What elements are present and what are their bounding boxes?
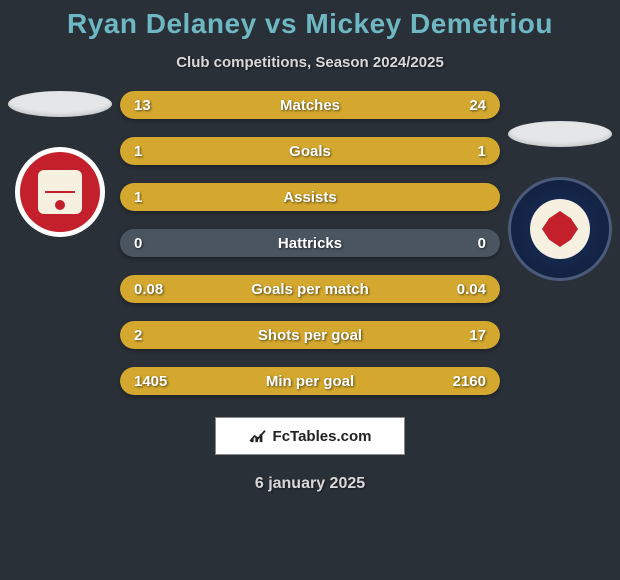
stat-row: 0.08 Goals per match 0.04 [120,275,500,303]
stat-label: Shots per goal [258,327,362,344]
left-side [0,91,120,237]
stat-left-value: 1405 [134,373,167,390]
stat-label: Hattricks [278,235,342,252]
stat-label: Goals [289,143,331,160]
stat-left-value: 13 [134,97,151,114]
stat-right-value: 2160 [453,373,486,390]
stat-label: Assists [283,189,336,206]
stat-row: 1405 Min per goal 2160 [120,367,500,395]
player-ellipse-right [508,121,612,147]
stat-row: 2 Shots per goal 17 [120,321,500,349]
logo-text: FcTables.com [273,428,372,445]
source-logo: FcTables.com [215,417,405,455]
stat-right-value: 0 [478,235,486,252]
stat-label: Matches [280,97,340,114]
club-crest-left [15,147,105,237]
player-ellipse-left [8,91,112,117]
date-text: 6 january 2025 [255,475,365,493]
stat-label: Min per goal [266,373,354,390]
stat-left-value: 1 [134,189,142,206]
subtitle: Club competitions, Season 2024/2025 [176,54,444,71]
stat-left-value: 2 [134,327,142,344]
chart-icon [249,429,267,443]
stat-bar-right [310,137,500,165]
stat-bar-left [120,137,310,165]
stat-left-value: 0.08 [134,281,163,298]
main-section: 13 Matches 24 1 Goals 1 1 Assists 0 Hattricks 0 0.0… [0,91,620,395]
stats-column: 13 Matches 24 1 Goals 1 1 Assists 0 Hattricks 0 0.0… [120,91,500,395]
page-title: Ryan Delaney vs Mickey Demetriou [67,8,553,40]
club-crest-right [508,177,612,281]
stat-label: Goals per match [251,281,369,298]
stat-left-value: 1 [134,143,142,160]
stat-left-value: 0 [134,235,142,252]
stat-right-value: 24 [469,97,486,114]
comparison-card: Ryan Delaney vs Mickey Demetriou Club co… [0,0,620,580]
stat-row: 1 Goals 1 [120,137,500,165]
club-crest-right-inner [530,199,590,259]
stat-row: 1 Assists [120,183,500,211]
stat-right-value: 1 [478,143,486,160]
club-crest-left-inner [20,152,100,232]
lion-icon [542,211,578,247]
shield-icon [38,170,82,214]
stat-right-value: 0.04 [457,281,486,298]
right-side [500,121,620,281]
stat-row: 13 Matches 24 [120,91,500,119]
stat-row: 0 Hattricks 0 [120,229,500,257]
stat-right-value: 17 [469,327,486,344]
